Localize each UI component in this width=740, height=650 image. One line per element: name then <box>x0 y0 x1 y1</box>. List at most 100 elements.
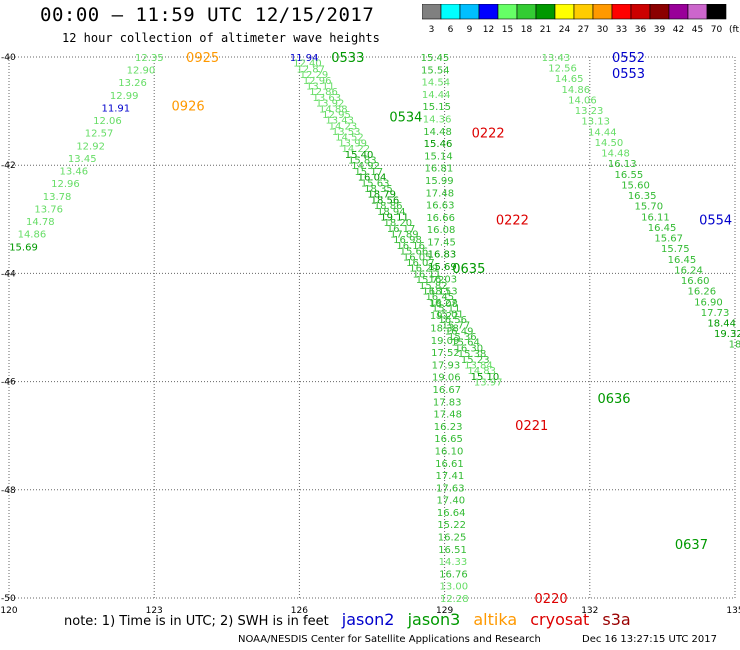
swh-value-label: 16.07 <box>406 258 435 269</box>
footer-note: note: 1) Time is in UTC; 2) SWH is in fe… <box>64 610 631 629</box>
pass-time-label: 0221 <box>515 419 548 434</box>
color-label: 39 <box>654 25 666 35</box>
color-label: 42 <box>673 25 684 35</box>
swh-value-label: 17.93 <box>432 360 461 371</box>
swh-value-label: 13.45 <box>68 154 97 165</box>
swh-value-label: 15.82 <box>419 281 448 292</box>
swh-value-label: 12.99 <box>110 91 139 102</box>
color-label: 18 <box>521 25 533 35</box>
swh-value-label: 15.75 <box>661 244 690 255</box>
y-tick-label: -48 <box>1 486 16 496</box>
swh-value-label: 13.76 <box>34 204 63 215</box>
swh-value-label: 15.83 <box>348 156 377 167</box>
swh-value-label: 18 <box>729 340 740 351</box>
swh-value-label: 19.09 <box>431 336 460 347</box>
swh-value-label: 16.65 <box>434 434 463 445</box>
y-tick-label: -42 <box>1 161 16 171</box>
swh-value-label: 12.56 <box>548 64 577 75</box>
color-label: 24 <box>559 25 571 35</box>
x-tick-label: 123 <box>146 606 163 616</box>
swh-value-label: 14.54 <box>421 78 450 89</box>
swh-value-label: 16.08 <box>427 225 456 236</box>
swh-value-label: 13.13 <box>581 117 610 128</box>
swh-value-label: 15.70 <box>634 202 663 213</box>
pass-time-label: 0220 <box>535 592 568 607</box>
legend-cryosat: cryosat <box>530 610 590 629</box>
swh-value-label: 14.36 <box>423 114 452 125</box>
swh-value-label: 16.10 <box>435 446 464 457</box>
swh-value-label: 15.38 <box>458 349 487 360</box>
swh-value-label: 16.35 <box>628 191 657 202</box>
swh-value-label: 17.45 <box>427 237 456 248</box>
swh-value-label: 14.22 <box>342 144 371 155</box>
x-tick-label: 135 <box>726 606 740 616</box>
swh-value-label: 14.78 <box>26 217 55 228</box>
x-tick-label: 126 <box>291 606 308 616</box>
swh-value-label: 16.66 <box>426 213 455 224</box>
swh-value-label: 14.83 <box>467 366 496 377</box>
swh-value-label: 11.91 <box>101 103 130 114</box>
swh-value-label: 16.64 <box>437 508 466 519</box>
pass-time-label: 0925 <box>186 51 219 66</box>
swh-value-label: 17.48 <box>425 188 454 199</box>
swh-value-label: 14.48 <box>423 127 452 138</box>
swh-value-label: 18.86 <box>374 201 403 212</box>
swh-value-label: 16.63 <box>426 201 455 212</box>
swh-value-label: 13.43 <box>325 116 354 127</box>
y-tick-label: -50 <box>1 594 16 604</box>
pass-time-label: 0534 <box>389 111 422 126</box>
legend-jason2: jason2 <box>341 610 395 629</box>
y-tick-label: -40 <box>1 53 16 63</box>
swh-value-label: 15.17 <box>354 167 383 178</box>
swh-value-label: 16.11 <box>641 212 670 223</box>
swh-value-label: 14.86 <box>561 85 590 96</box>
swh-value-label: 12.06 <box>93 116 122 127</box>
swh-value-label: 16.05 <box>403 252 432 263</box>
swh-value-label: 12.40 <box>293 59 322 70</box>
swh-value-label: 19.11 <box>380 212 409 223</box>
swh-value-label: 14.44 <box>588 127 617 138</box>
swh-value-label: 12.28 <box>440 594 469 605</box>
swh-value-label: 13.00 <box>440 582 469 593</box>
swh-value-label: 17.48 <box>433 410 462 421</box>
swh-value-label: 15.54 <box>421 65 450 76</box>
swh-value-label: 16.56 <box>438 315 467 326</box>
swh-value-label: 16.16 <box>396 241 425 252</box>
swh-value-label: 15.69 <box>428 262 457 273</box>
swh-value-label: 15.40 <box>345 150 374 161</box>
swh-value-label: 18.08 <box>429 299 458 310</box>
swh-value-label: 12.35 <box>135 53 164 64</box>
note-text: note: 1) Time is in UTC; 2) SWH is in fe… <box>64 614 329 629</box>
y-tick-label: -46 <box>1 378 16 388</box>
pass-time-label: 0635 <box>452 262 485 277</box>
swh-value-label: 17.52 <box>431 348 460 359</box>
swh-value-label: 12.29 <box>300 70 329 81</box>
swh-value-label: 16.11 <box>422 286 451 297</box>
swh-value-label: 15.63 <box>361 178 390 189</box>
chart-title: 00:00 – 11:59 UTC 12/15/2017 <box>40 4 375 26</box>
swh-value-label: 12.96 <box>303 76 332 87</box>
swh-value-label: 14.88 <box>319 104 348 115</box>
color-label: 15 <box>502 25 513 35</box>
swh-value-label: 19.06 <box>432 373 461 384</box>
swh-value-label: 12.86 <box>309 87 338 98</box>
swh-value-label: 13.84 <box>464 361 493 372</box>
swh-value-label: 16.81 <box>425 164 454 175</box>
swh-value-label: 13.11 <box>306 81 335 92</box>
swh-value-label: 15.64 <box>451 338 480 349</box>
swh-value-label: 15.14 <box>424 151 453 162</box>
x-tick-label: 120 <box>0 606 17 616</box>
swh-value-label: 15.15 <box>422 102 451 113</box>
unit-label: (ft) <box>729 25 740 35</box>
swh-value-label: 18.56 <box>371 195 400 206</box>
swh-value-label: 14.65 <box>555 74 584 85</box>
swh-value-label: 18.94 <box>377 207 406 218</box>
swh-value-label: 12.92 <box>76 141 105 152</box>
color-label: 6 <box>448 25 454 35</box>
swh-value-label: 17.40 <box>436 496 465 507</box>
swh-value-label: 16.04 <box>358 173 387 184</box>
swh-value-label: 19.32 <box>714 329 740 340</box>
swh-value-label: 12.96 <box>51 179 80 190</box>
swh-value-label: 14.50 <box>595 138 624 149</box>
swh-value-label: 15.77 <box>442 321 471 332</box>
